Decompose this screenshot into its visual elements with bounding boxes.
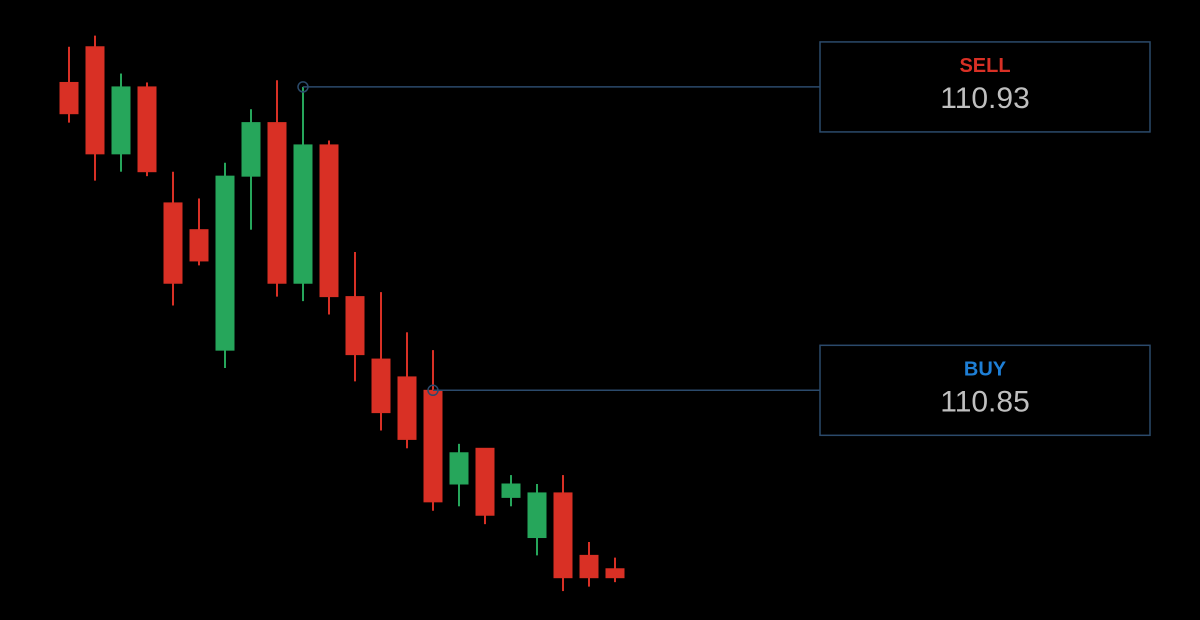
sell-label: SELL <box>959 55 1010 77</box>
candle-body <box>398 377 416 439</box>
candle-body <box>346 297 364 355</box>
candle-body <box>294 145 312 283</box>
candle-body <box>60 82 78 113</box>
candle-body <box>528 493 546 538</box>
candle-body <box>216 176 234 350</box>
candle-body <box>268 123 286 284</box>
candle-body <box>372 359 390 413</box>
buy-label: BUY <box>964 358 1007 380</box>
candle-body <box>112 87 130 154</box>
candle-body <box>164 203 182 283</box>
candle-body <box>86 47 104 154</box>
candle-body <box>242 123 260 177</box>
candlestick-chart: SELL 110.93 BUY 110.85 <box>0 0 1200 620</box>
candle-body <box>190 230 208 261</box>
candle-body <box>424 390 442 502</box>
candle-body <box>476 448 494 515</box>
candle-body <box>450 453 468 484</box>
candle-body <box>606 569 624 578</box>
candle-body <box>502 484 520 497</box>
sell-price: 110.93 <box>940 82 1030 115</box>
buy-price: 110.85 <box>940 385 1030 418</box>
candle-body <box>580 555 598 577</box>
candle-body <box>320 145 338 297</box>
candle-body <box>554 493 572 578</box>
candle-body <box>138 87 156 172</box>
